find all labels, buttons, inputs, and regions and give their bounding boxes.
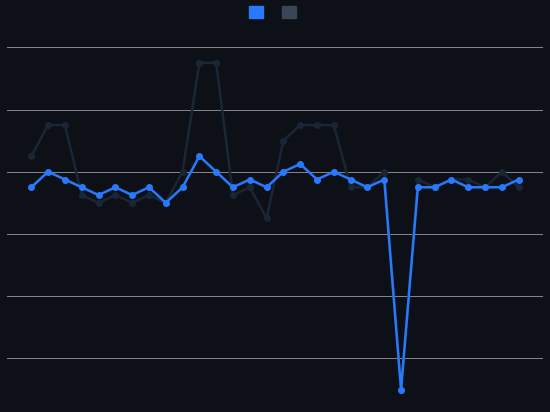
Legend: , : , [244, 1, 306, 23]
